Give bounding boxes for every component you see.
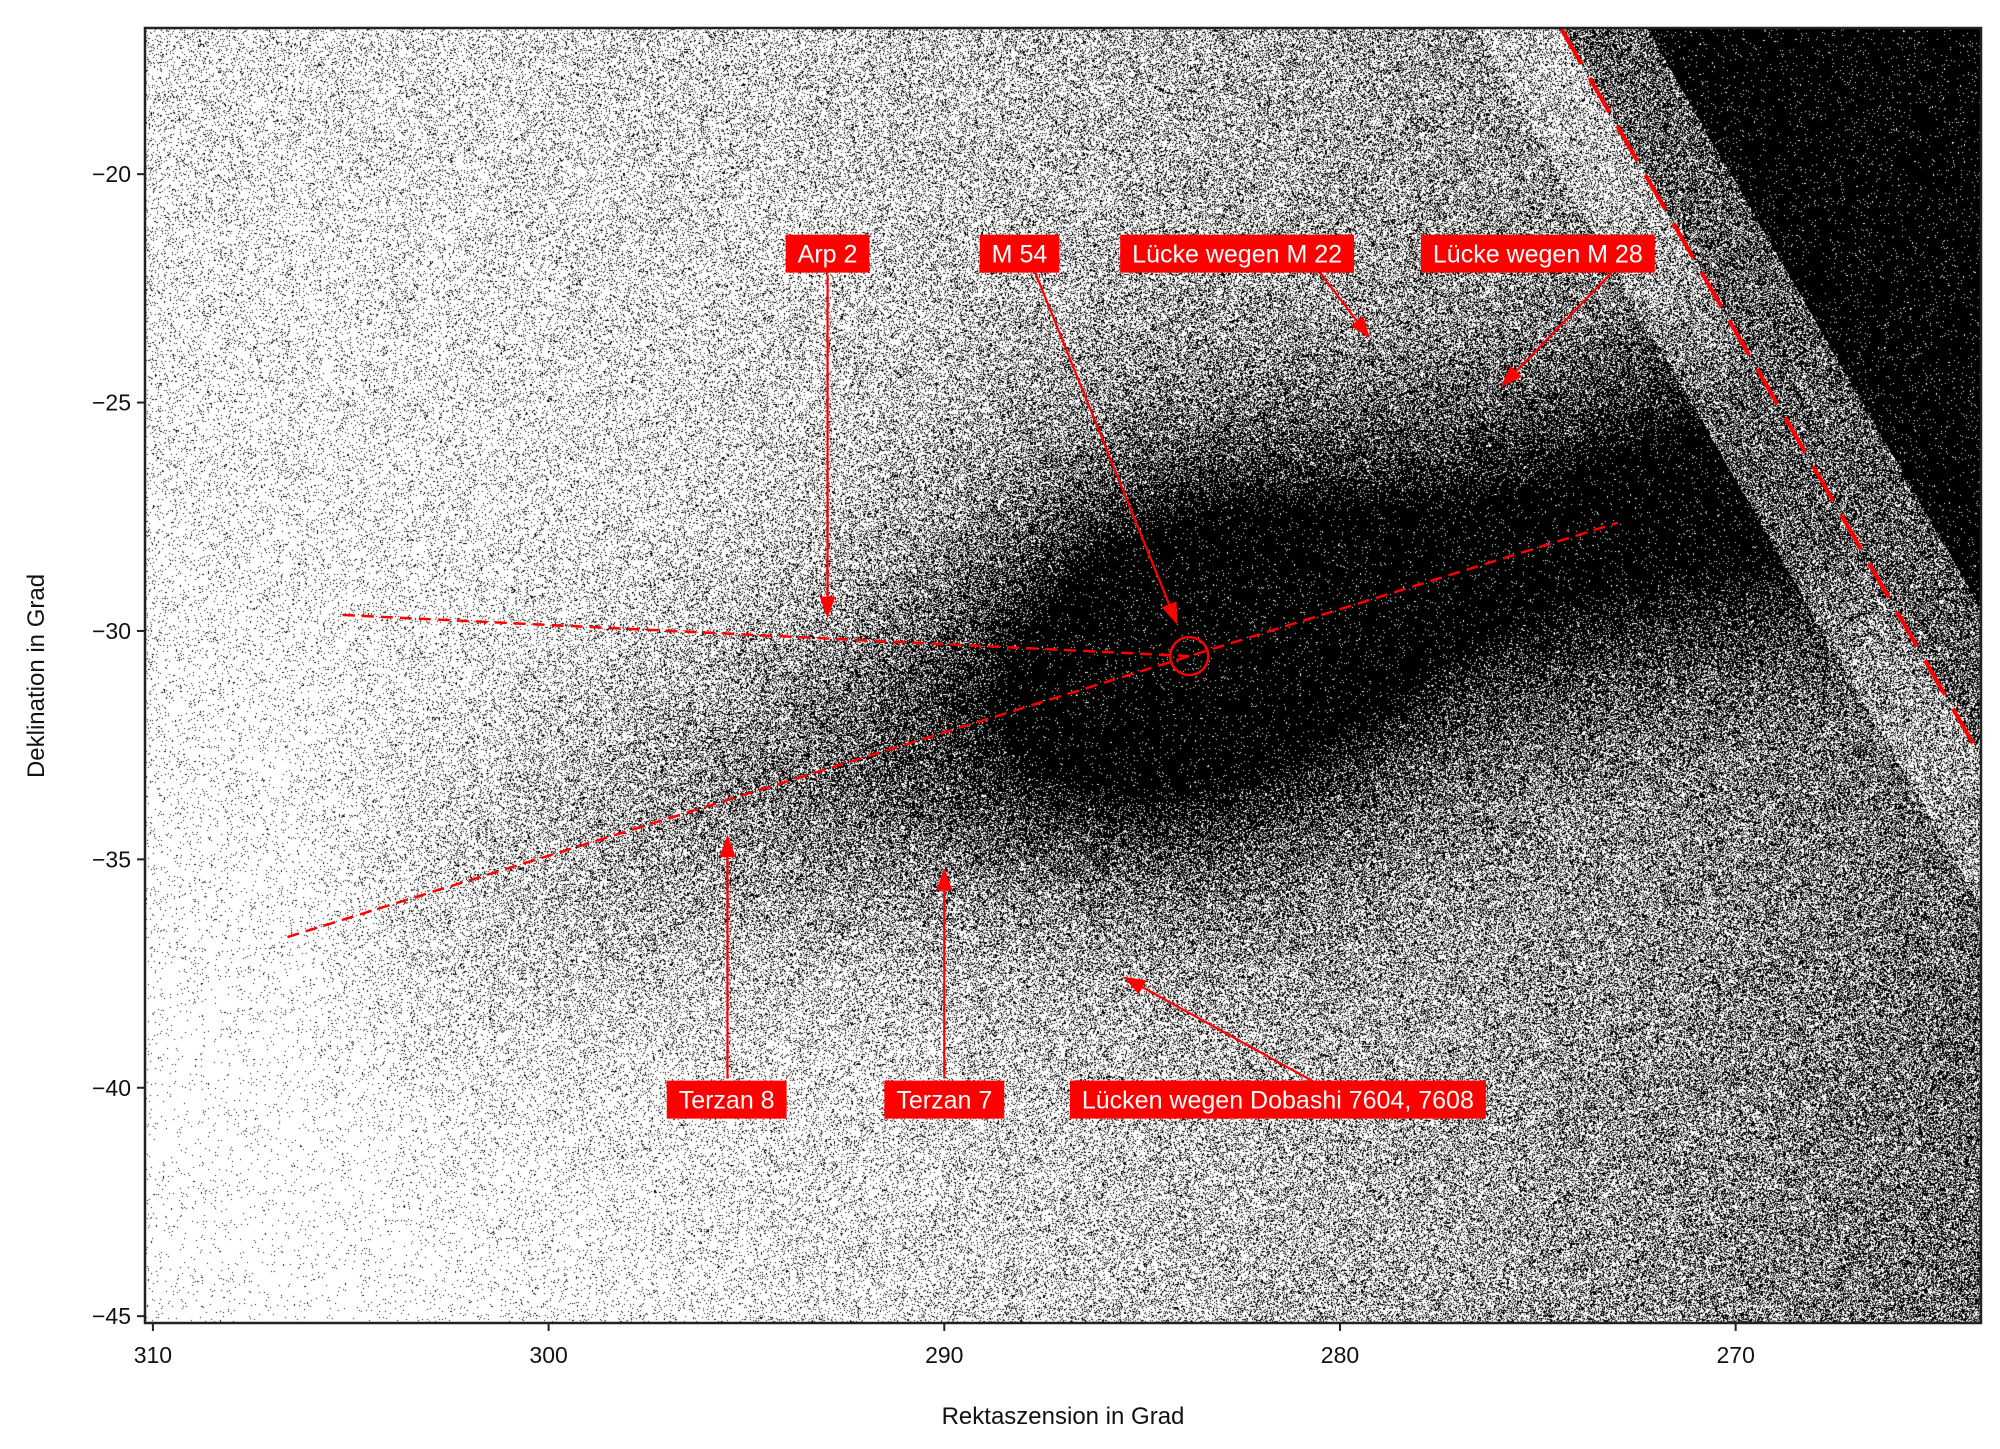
m54-circle-marker (1168, 635, 1210, 677)
x-tick-label: 280 (1321, 1342, 1359, 1368)
x-tick-label: 290 (925, 1342, 963, 1368)
annotation-label-text: Lücken wegen Dobashi 7604, 7608 (1082, 1087, 1474, 1115)
annotation-label-text: Terzan 8 (679, 1087, 775, 1115)
annotation-label-text: Terzan 7 (896, 1087, 992, 1115)
annotation-label-box (979, 234, 1060, 273)
annotation-label-text: M 54 (992, 241, 1048, 269)
annotation-label-text: Lücke wegen M 22 (1132, 241, 1342, 269)
x-axis-label: Rektaszension in Grad (942, 1403, 1185, 1430)
y-tick-label: −40 (92, 1075, 131, 1101)
y-tick-label: −45 (92, 1303, 131, 1329)
y-tick-label: −20 (92, 161, 131, 187)
annotation-label-text: Lücke wegen M 28 (1433, 241, 1643, 269)
annotation-label-box (1120, 234, 1355, 273)
annotation-arrow (1123, 976, 1315, 1083)
annotation-label-text: Arp 2 (798, 241, 858, 269)
annotation-label: Lücke wegen M 28 (1420, 234, 1655, 273)
x-tick-label: 300 (529, 1342, 567, 1368)
annotation-arrow (1034, 272, 1178, 625)
annotation-label-box (785, 234, 870, 273)
annotation-arrow (1500, 272, 1613, 388)
x-tick-label: 270 (1716, 1342, 1754, 1368)
milky-way-plane-dashed-line (1559, 28, 1983, 759)
annotation-label-box (884, 1080, 1005, 1119)
annotation-label: Lücken wegen Dobashi 7604, 7608 (1069, 1080, 1486, 1119)
annotation-label: Lücke wegen M 22 (1120, 234, 1355, 273)
axes: 310 300 290 280 270 −20 −25 −30 −35 −40 −45 (92, 161, 1755, 1368)
star-scatter-points (145, 28, 1981, 1323)
annotation-layer: Arp 2 M 54 Lücke wegen M 22 Lücke wegen M 2… (287, 28, 1983, 1119)
annotation-label-box (1069, 1080, 1486, 1119)
y-tick-label: −25 (92, 390, 131, 416)
stream-dashed-line (342, 613, 1190, 658)
y-tick-label: −35 (92, 846, 131, 872)
stream-dashed-line (287, 521, 1619, 939)
annotation-label: Arp 2 (785, 234, 870, 273)
y-axis-label: Deklination in Grad (23, 574, 50, 778)
annotation-label-box (1420, 234, 1655, 273)
annotation-label: Terzan 7 (884, 1080, 1005, 1119)
annotation-arrow (1319, 272, 1371, 339)
annotation-label-box (666, 1080, 787, 1119)
y-tick-label: −30 (92, 618, 131, 644)
plot-frame (143, 26, 1983, 1325)
annotation-label: Terzan 8 (666, 1080, 787, 1119)
x-tick-label: 310 (134, 1342, 172, 1368)
annotation-label: M 54 (979, 234, 1060, 273)
